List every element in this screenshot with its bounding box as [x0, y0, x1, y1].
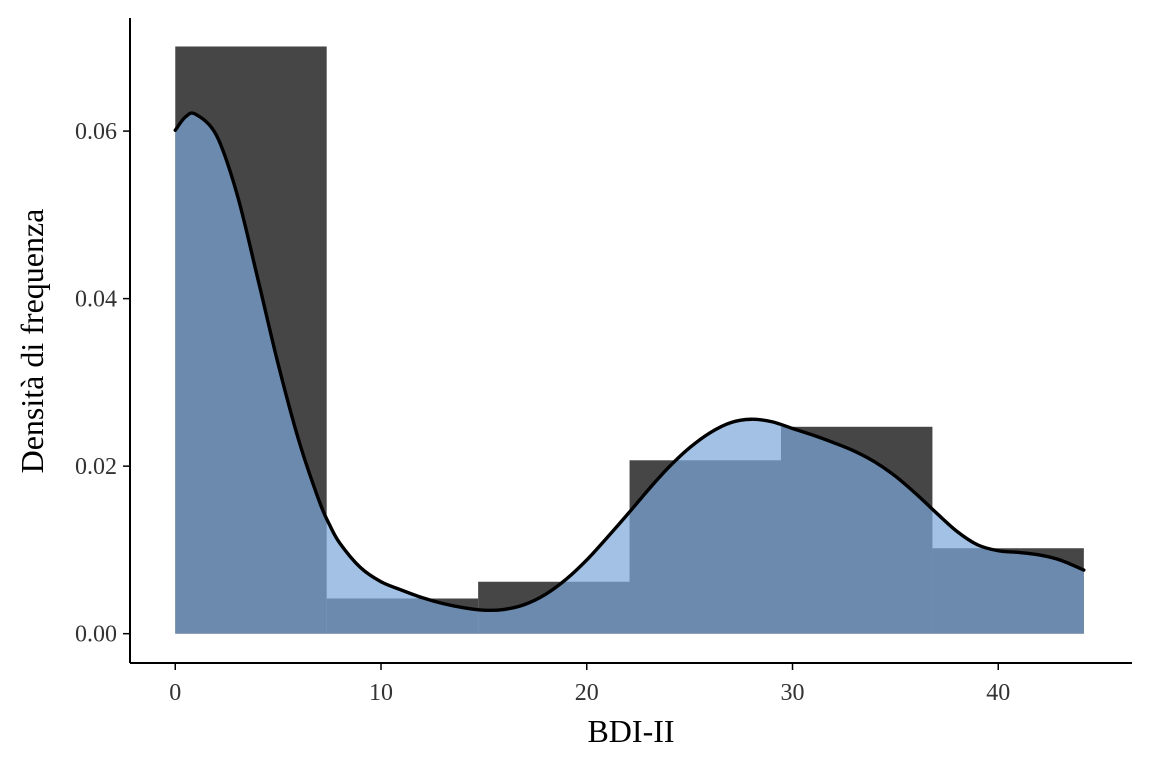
- density-layer: [173, 111, 1086, 634]
- y-axis-title: Densità di frequenza: [14, 209, 50, 474]
- y-tick-label: 0.04: [75, 287, 117, 313]
- density-curve-line: [173, 111, 1086, 613]
- y-tick-label: 0.02: [75, 454, 117, 480]
- y-tick-label: 0.06: [75, 119, 117, 145]
- axes: [123, 18, 1132, 670]
- x-axis-title: BDI-II: [587, 713, 674, 749]
- y-tick-label: 0.00: [75, 622, 117, 648]
- tick-labels: 0 10 20 30 40 0.00 0.02 0.04 0.06: [75, 119, 1010, 706]
- x-tick-label: 40: [986, 680, 1010, 706]
- x-tick-label: 30: [781, 680, 805, 706]
- x-tick-label: 20: [575, 680, 599, 706]
- x-tick-label: 10: [369, 680, 393, 706]
- x-tick-label: 0: [169, 680, 181, 706]
- density-area: [175, 113, 1084, 634]
